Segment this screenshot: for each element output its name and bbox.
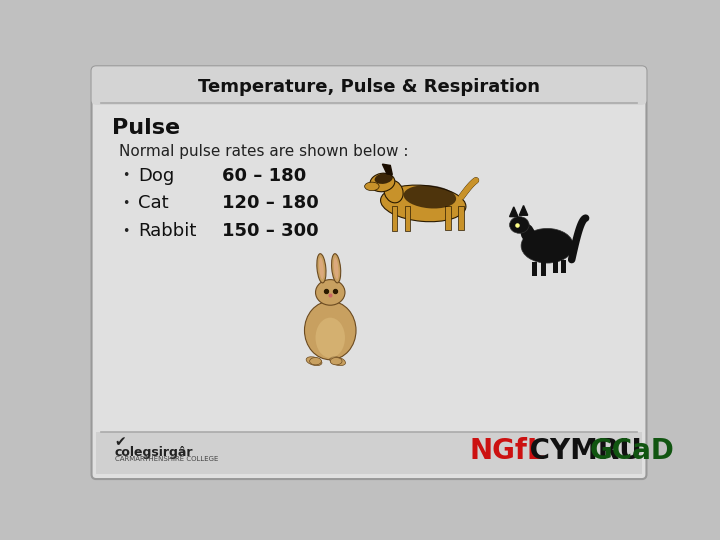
Text: Temperature, Pulse & Respiration: Temperature, Pulse & Respiration xyxy=(198,78,540,96)
Bar xyxy=(561,260,566,273)
Ellipse shape xyxy=(315,318,345,358)
Text: CARMARTHENSHIRE COLLEGE: CARMARTHENSHIRE COLLEGE xyxy=(114,456,218,462)
Ellipse shape xyxy=(364,182,379,191)
Text: Dog: Dog xyxy=(138,167,174,185)
Bar xyxy=(445,206,451,230)
FancyBboxPatch shape xyxy=(91,66,647,105)
Text: •: • xyxy=(122,225,130,238)
Ellipse shape xyxy=(310,357,321,365)
Polygon shape xyxy=(519,206,528,215)
Ellipse shape xyxy=(330,357,346,366)
Bar xyxy=(458,206,464,230)
Ellipse shape xyxy=(404,185,456,208)
Bar xyxy=(96,432,642,475)
Polygon shape xyxy=(510,207,518,217)
Text: •: • xyxy=(122,197,130,210)
Ellipse shape xyxy=(331,254,341,283)
Text: Normal pulse rates are shown below :: Normal pulse rates are shown below : xyxy=(120,144,409,159)
Ellipse shape xyxy=(510,217,529,233)
Ellipse shape xyxy=(370,173,395,192)
Ellipse shape xyxy=(305,301,356,360)
Text: Rabbit: Rabbit xyxy=(138,222,197,240)
Text: NGfL: NGfL xyxy=(469,437,545,465)
Bar xyxy=(392,206,397,231)
Text: Cat: Cat xyxy=(138,194,168,212)
Ellipse shape xyxy=(319,258,324,279)
Polygon shape xyxy=(382,164,392,174)
Bar xyxy=(553,260,558,273)
Text: Pulse: Pulse xyxy=(112,118,180,138)
Ellipse shape xyxy=(381,185,466,222)
Ellipse shape xyxy=(317,254,326,283)
Text: 150 – 300: 150 – 300 xyxy=(222,222,318,240)
Bar xyxy=(541,262,546,275)
Ellipse shape xyxy=(334,258,338,279)
Bar xyxy=(96,85,642,100)
Ellipse shape xyxy=(521,228,573,263)
Text: GCaD: GCaD xyxy=(590,437,675,465)
Text: 60 – 180: 60 – 180 xyxy=(222,167,306,185)
Ellipse shape xyxy=(330,357,342,365)
Bar xyxy=(532,262,537,275)
Ellipse shape xyxy=(521,224,535,243)
Text: colegsirgâr: colegsirgâr xyxy=(114,446,193,458)
Ellipse shape xyxy=(384,180,403,203)
Ellipse shape xyxy=(315,280,345,305)
Ellipse shape xyxy=(374,173,393,184)
Text: ✔: ✔ xyxy=(114,435,127,449)
Text: CYMRU: CYMRU xyxy=(520,437,652,465)
Bar xyxy=(405,206,410,231)
Text: 120 – 180: 120 – 180 xyxy=(222,194,318,212)
FancyBboxPatch shape xyxy=(91,66,647,479)
Ellipse shape xyxy=(306,357,322,366)
Text: •: • xyxy=(122,169,130,182)
